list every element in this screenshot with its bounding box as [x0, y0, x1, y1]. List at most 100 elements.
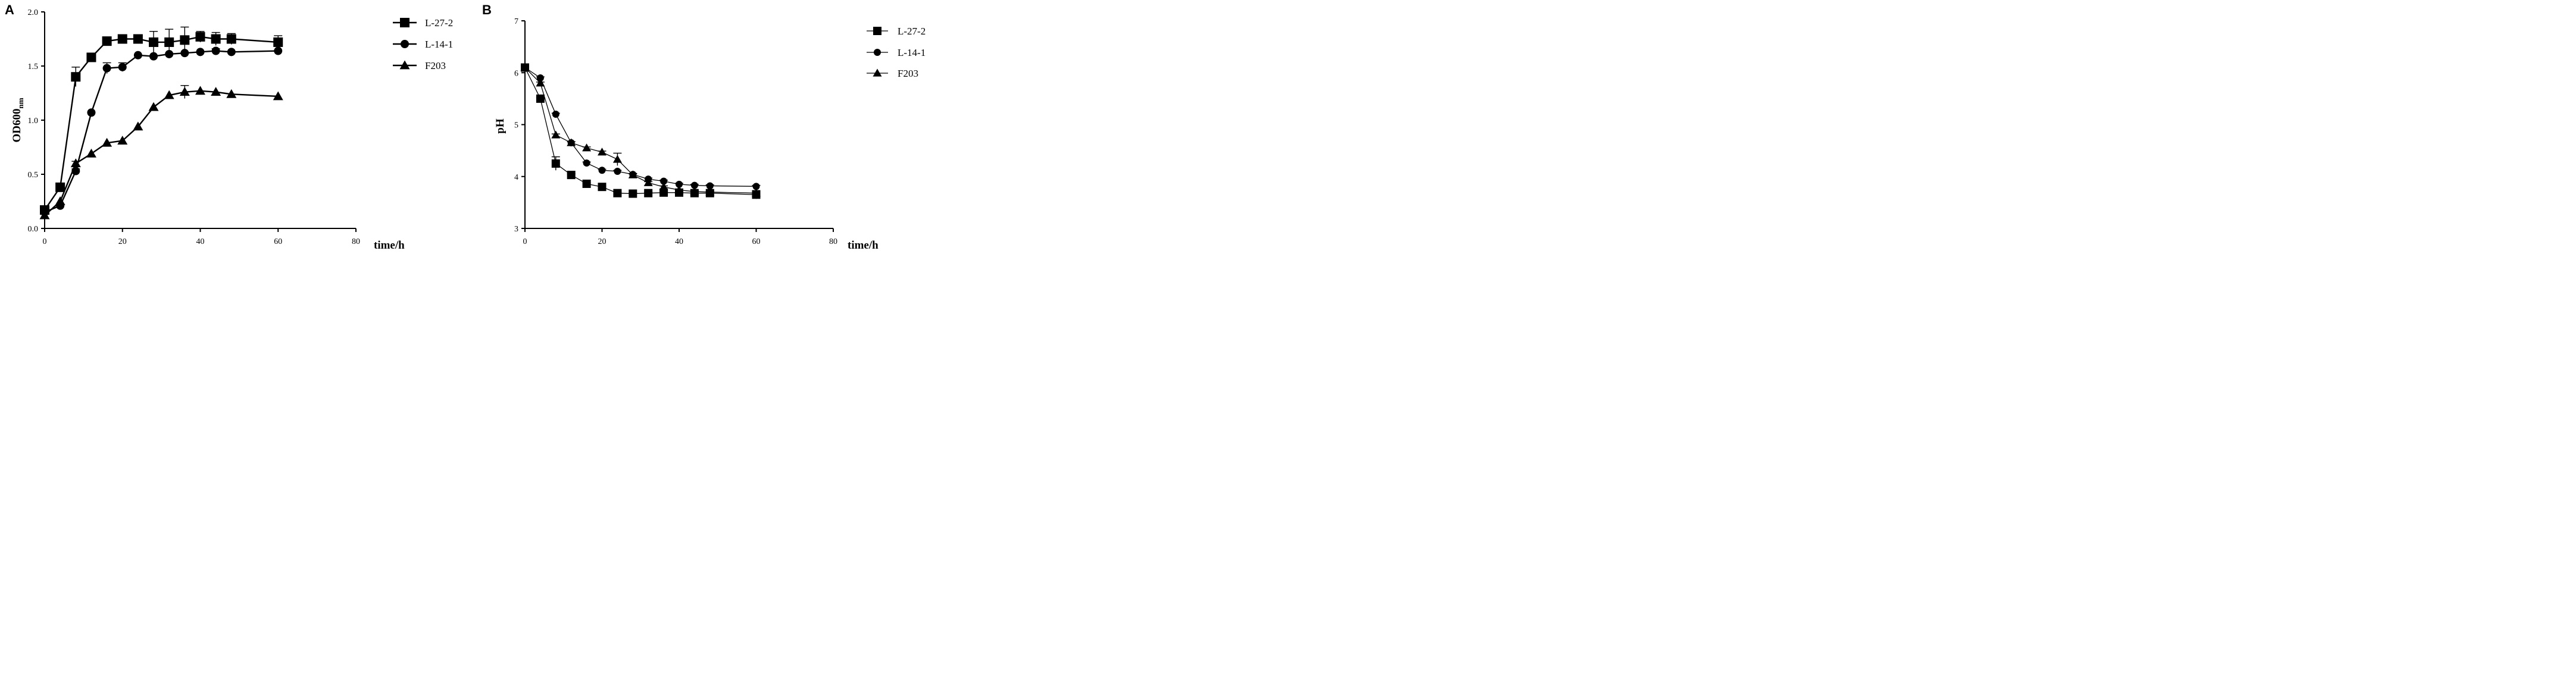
data-point — [273, 91, 283, 101]
y-tick-label: 2.0 — [28, 8, 39, 17]
legend-entry: F203 — [393, 60, 446, 71]
data-point — [674, 185, 684, 194]
panel-letter: A — [5, 2, 14, 17]
data-point — [211, 46, 220, 55]
y-tick-label: 7 — [514, 17, 518, 26]
figure: A 0 20 40 60 80 0.0 0.5 1.0 1.5 2.0 time/h OD600nm L-… — [0, 0, 933, 252]
series-triangle — [520, 63, 761, 197]
data-point — [582, 179, 591, 188]
series-line — [44, 90, 279, 217]
data-point — [133, 34, 143, 44]
data-point — [55, 182, 65, 192]
data-point — [567, 171, 576, 180]
data-point — [86, 148, 96, 158]
x-tick-label: 60 — [274, 237, 282, 246]
y-tick-label: 4 — [514, 173, 518, 182]
data-point — [211, 34, 221, 44]
data-point — [612, 155, 622, 163]
data-point — [752, 183, 760, 190]
x-tick-label: 80 — [352, 237, 360, 246]
y-tick-label: 0.5 — [28, 171, 39, 180]
data-point — [274, 46, 283, 55]
data-point — [226, 34, 236, 44]
panel-a: A 0 20 40 60 80 0.0 0.5 1.0 1.5 2.0 time/h OD600nm L-… — [5, 2, 453, 252]
legend-entry: L-27-2 — [393, 17, 453, 29]
data-point — [195, 32, 205, 42]
data-point — [629, 189, 637, 198]
data-point — [226, 89, 237, 98]
y-axis-label-subscript: nm — [16, 98, 25, 108]
data-point — [551, 159, 560, 168]
data-point — [133, 51, 142, 59]
data-point — [102, 137, 112, 147]
data-point — [628, 170, 637, 178]
data-point — [552, 111, 559, 118]
data-point — [179, 87, 190, 96]
data-point — [536, 74, 544, 81]
y-tick-label: 6 — [514, 69, 518, 78]
figure-svg: A0 20 40 60 800.00.51.01.52.0time/hOD600nmL-… — [5, 2, 926, 252]
data-point — [133, 121, 143, 131]
x-axis-label: time/h — [374, 239, 405, 250]
legend-entry: L-14-1 — [867, 47, 926, 58]
legend-label: F203 — [425, 60, 446, 71]
legend-label: L-27-2 — [898, 26, 926, 37]
data-point — [520, 63, 530, 71]
x-tick-label: 40 — [196, 237, 205, 246]
legend-marker — [400, 18, 409, 27]
data-point — [598, 148, 607, 156]
legend-entry: F203 — [867, 68, 918, 79]
legend-label: L-27-2 — [425, 17, 453, 29]
y-axis-label: OD600nm — [11, 98, 25, 142]
legend-label: F203 — [898, 68, 918, 79]
data-point — [273, 37, 283, 47]
y-axis-label: pH — [494, 118, 507, 134]
data-point — [536, 94, 545, 103]
legend-marker — [873, 27, 881, 35]
y-axis-label-main: OD600 — [11, 109, 23, 143]
data-point — [660, 177, 668, 185]
data-point — [644, 189, 653, 197]
x-axis-label: time/h — [848, 239, 879, 250]
data-point — [659, 182, 668, 190]
legend-entry: L-27-2 — [867, 26, 926, 37]
data-point — [706, 182, 714, 190]
series-triangle — [39, 85, 283, 219]
data-point — [598, 167, 606, 174]
data-point — [752, 189, 761, 197]
series-circle — [521, 64, 761, 190]
data-point — [180, 49, 189, 58]
data-point — [164, 90, 174, 99]
data-point — [659, 188, 668, 197]
x-tick-label: 80 — [829, 237, 837, 246]
legend-label: L-14-1 — [425, 39, 453, 50]
x-tick-label: 20 — [118, 237, 127, 246]
data-point — [86, 52, 96, 62]
data-point — [87, 108, 96, 117]
data-point — [614, 168, 621, 175]
x-tick-label: 20 — [598, 237, 607, 246]
data-point — [149, 52, 158, 61]
x-tick-label: 0 — [523, 237, 527, 246]
y-axis-label-main: pH — [494, 118, 507, 134]
panel-b: B 0 20 40 60 80 3 4 5 6 7 time/h pH L-27-2 L-14-1 F203 — [482, 2, 926, 252]
y-tick-label: 1.0 — [28, 117, 39, 126]
data-point — [39, 210, 50, 219]
data-point — [165, 49, 174, 58]
legend-marker — [401, 40, 409, 48]
data-point — [164, 37, 174, 47]
x-tick-label: 60 — [752, 237, 761, 246]
data-point — [102, 64, 111, 73]
data-point — [102, 36, 112, 46]
data-point — [705, 187, 715, 196]
data-point — [583, 159, 590, 167]
y-tick-label: 3 — [514, 225, 518, 234]
series-square — [40, 26, 283, 215]
legend-label: L-14-1 — [898, 47, 926, 58]
data-point — [195, 86, 205, 95]
series-line — [44, 36, 279, 211]
data-point — [71, 72, 81, 82]
y-tick-label: 5 — [514, 121, 518, 130]
x-tick-label: 40 — [675, 237, 683, 246]
series-line — [524, 67, 756, 187]
